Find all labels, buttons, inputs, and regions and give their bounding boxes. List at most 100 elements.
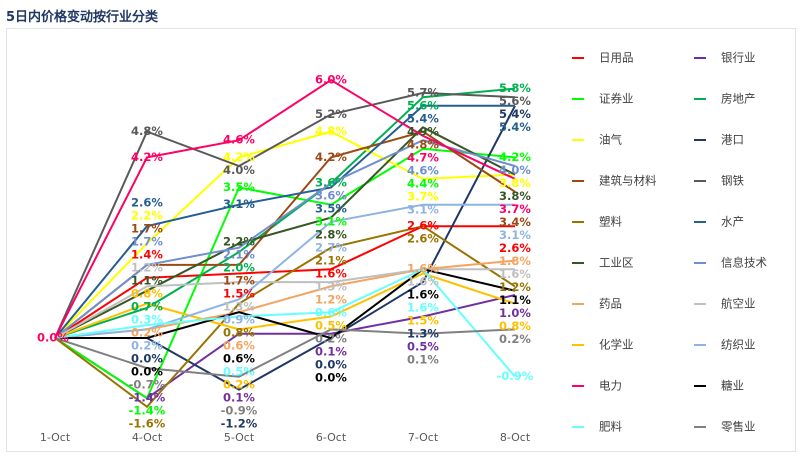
- data-label: 1.3%: [223, 300, 255, 314]
- data-label: 0.0%: [37, 331, 69, 345]
- data-label: 0.2%: [131, 339, 163, 353]
- x-tick-label: 8-Oct: [500, 431, 531, 444]
- data-label: -0.9%: [221, 404, 258, 418]
- series-line: [54, 130, 516, 339]
- data-label: 5.7%: [407, 85, 439, 99]
- data-label: 0.9%: [223, 313, 255, 327]
- legend-label: 航空业: [721, 297, 756, 311]
- data-label: 3.4%: [499, 215, 531, 229]
- data-label: 0.8%: [131, 287, 163, 301]
- data-label: 1.8%: [499, 254, 531, 268]
- legend-label: 日用品: [599, 51, 634, 65]
- legend-label: 药品: [599, 297, 622, 311]
- data-label: 2.2%: [223, 235, 255, 249]
- legend-label: 纺织业: [721, 338, 756, 352]
- data-label: 0.0%: [315, 358, 347, 372]
- data-label: 0.8%: [223, 326, 255, 340]
- series-line: [54, 126, 516, 339]
- data-label: 3.1%: [315, 215, 347, 229]
- data-label: 1.5%: [407, 314, 439, 328]
- legend-label: 水产: [721, 215, 744, 229]
- legend-label: 信息技术: [721, 256, 767, 270]
- data-label: 3.8%: [499, 176, 531, 190]
- chart-frame: [6, 28, 796, 452]
- data-label: 3.1%: [223, 197, 255, 211]
- legend-label: 零售业: [721, 420, 756, 434]
- data-label: 5.6%: [499, 94, 531, 108]
- data-label: 0.1%: [407, 353, 439, 367]
- series-line: [54, 139, 516, 339]
- data-label: 1.7%: [223, 274, 255, 288]
- data-label: 5.6%: [407, 98, 439, 112]
- data-label: 2.6%: [131, 196, 163, 210]
- data-label: 3.8%: [499, 189, 531, 203]
- data-label: 0.3%: [131, 313, 163, 327]
- data-label: 1.4%: [131, 248, 163, 262]
- data-label: 0.5%: [315, 319, 347, 333]
- data-label: 2.6%: [407, 232, 439, 246]
- data-label: 1.7%: [131, 222, 163, 236]
- legend-label: 港口: [721, 133, 744, 147]
- data-label: 1.3%: [407, 327, 439, 341]
- series-line: [54, 203, 515, 339]
- data-label: -1.2%: [221, 417, 258, 431]
- data-label: 3.5%: [223, 180, 255, 194]
- data-label: 0.2%: [223, 378, 255, 392]
- data-label: 2.8%: [315, 228, 347, 242]
- data-label: 1.6%: [407, 301, 439, 315]
- data-label: 0.1%: [315, 345, 347, 359]
- series-line: [54, 87, 516, 339]
- data-label: 4.8%: [407, 137, 439, 151]
- series-line: [54, 268, 515, 339]
- data-label: 1.6%: [499, 267, 531, 281]
- data-label: 2.1%: [223, 248, 255, 262]
- data-label: 5.8%: [499, 81, 531, 95]
- data-label: 0.6%: [223, 339, 255, 353]
- data-label: 4.7%: [407, 150, 439, 164]
- data-label: 4.0%: [223, 163, 255, 177]
- data-label: 4.8%: [315, 124, 347, 138]
- data-label: 1.6%: [407, 262, 439, 276]
- data-label: 2.2%: [131, 209, 163, 223]
- data-label: 6.0%: [315, 73, 347, 87]
- series-line: [54, 225, 516, 409]
- x-tick-label: 5-Oct: [224, 431, 255, 444]
- data-label: 3.6%: [315, 189, 347, 203]
- data-label: 4.2%: [315, 150, 347, 164]
- legend-label: 证券业: [599, 92, 634, 106]
- series-line: [54, 267, 516, 378]
- data-label: 0.8%: [499, 319, 531, 333]
- x-tick-label: 7-Oct: [408, 431, 439, 444]
- data-label: 1.2%: [131, 261, 163, 275]
- legend-label: 钢铁: [721, 174, 744, 188]
- legend-label: 化学业: [599, 338, 634, 352]
- data-label: 1.5%: [223, 287, 255, 301]
- data-label: 0.0%: [131, 352, 163, 366]
- series-line: [54, 272, 516, 339]
- series-line: [54, 328, 516, 378]
- legend-label: 工业区: [599, 256, 634, 270]
- legend-label: 建筑与材料: [599, 174, 657, 188]
- data-label: 4.4%: [407, 176, 439, 190]
- data-label: 0.1%: [223, 391, 255, 405]
- data-label: 0.5%: [223, 365, 255, 379]
- series-line: [54, 78, 516, 339]
- data-label: 1.1%: [499, 293, 531, 307]
- legend-label: 油气: [599, 133, 622, 147]
- data-label: 5.4%: [499, 107, 531, 121]
- data-label: 1.2%: [499, 280, 531, 294]
- data-label: -1.6%: [129, 417, 166, 431]
- data-label: 4.0%: [499, 163, 531, 177]
- data-label: 0.6%: [315, 306, 347, 320]
- legend-label: 银行业: [721, 51, 756, 65]
- data-label: 0.2%: [131, 326, 163, 340]
- series-line: [55, 268, 516, 340]
- series-line: [55, 105, 516, 391]
- x-tick-label: 4-Oct: [132, 431, 163, 444]
- data-label: 0.2%: [315, 332, 347, 346]
- data-label: 2.6%: [499, 241, 531, 255]
- data-label: 4.6%: [223, 133, 255, 147]
- data-label: -0.9%: [497, 369, 534, 383]
